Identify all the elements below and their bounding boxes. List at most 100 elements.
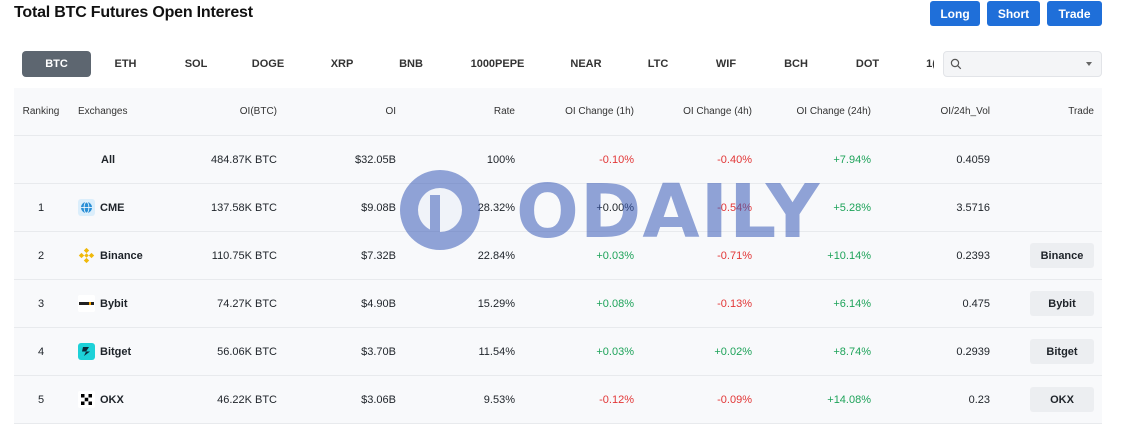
tab-bch[interactable]: BCH xyxy=(784,58,808,70)
exchange-cell: CME xyxy=(78,184,198,231)
oi-btc-cell: 110.75K BTC xyxy=(211,249,277,262)
search-input[interactable] xyxy=(966,55,1076,73)
oi-cell: $4.90B xyxy=(361,297,396,310)
table-row[interactable]: 3 Bybit 74.27K BTC $4.90B 15.29% +0.08% -0.13%… xyxy=(14,280,1102,328)
tab-sol[interactable]: SOL xyxy=(184,58,208,70)
oi-cell: $9.08B xyxy=(361,201,396,214)
oi-cell: $3.70B xyxy=(361,345,396,358)
oi-btc-cell: 74.27K BTC xyxy=(217,297,277,310)
tab-1000pepe[interactable]: 1000PEPE xyxy=(470,58,525,70)
exchange-cell: Bitget xyxy=(78,328,198,375)
column-header-trade[interactable]: Trade xyxy=(1068,106,1094,117)
tab-near[interactable]: NEAR xyxy=(570,58,602,70)
oi-btc-cell: 56.06K BTC xyxy=(217,345,277,358)
ranking-cell xyxy=(14,136,68,183)
tab-btc[interactable]: BTC xyxy=(22,51,91,77)
tab-ltc[interactable]: LTC xyxy=(647,58,669,70)
trade-bitget-button[interactable]: Bitget xyxy=(1030,339,1094,364)
trade-binance-button[interactable]: Binance xyxy=(1030,243,1094,268)
ranking-cell: 2 xyxy=(37,249,45,262)
column-header-oi-change-4h[interactable]: OI Change (4h) xyxy=(683,106,752,117)
trade-bybit-button[interactable]: Bybit xyxy=(1030,291,1094,316)
oi-change-4h-cell: -0.09% xyxy=(717,393,752,406)
oi-24h-vol-cell: 0.2393 xyxy=(956,249,990,262)
column-header-oi-btc[interactable]: OI(BTC) xyxy=(239,106,277,117)
oi-cell: $7.32B xyxy=(361,249,396,262)
column-header-rate[interactable]: Rate xyxy=(493,106,515,117)
column-header-oi[interactable]: OI xyxy=(385,106,396,117)
oi-cell: $32.05B xyxy=(355,153,396,166)
table-row[interactable]: 2 Binance 110.75K BTC $7.32B 22.84% +0.03% -0.… xyxy=(14,232,1102,280)
oi-change-24h-cell: +6.14% xyxy=(833,297,871,310)
column-header-oi-change-24h[interactable]: OI Change (24h) xyxy=(796,106,872,117)
ranking-cell: 5 xyxy=(37,393,45,406)
column-header-exchanges[interactable]: Exchanges xyxy=(78,106,128,117)
exchange-name: CME xyxy=(100,201,125,214)
exchange-cell: Binance xyxy=(78,232,198,279)
table-row[interactable]: All 484.87K BTC $32.05B 100% -0.10% -0.40% +7.… xyxy=(14,136,1102,184)
rate-cell: 15.29% xyxy=(477,297,515,310)
tab-wif[interactable]: WIF xyxy=(715,58,737,70)
table-header: Ranking Exchanges OI(BTC) OI Rate OI Change (… xyxy=(14,88,1102,136)
table-row[interactable]: 1 CME 137.58K BTC $9.08B 28.32% +0.00% -0.54% +… xyxy=(14,184,1102,232)
binance-icon xyxy=(78,247,95,264)
search-box[interactable] xyxy=(943,51,1102,77)
short-button[interactable]: Short xyxy=(987,1,1040,26)
rate-cell: 28.32% xyxy=(477,201,515,214)
column-header-oi-change-1h[interactable]: OI Change (1h) xyxy=(565,106,634,117)
exchange-cell: All xyxy=(78,136,198,183)
long-button[interactable]: Long xyxy=(930,1,980,26)
oi-change-24h-cell: +8.74% xyxy=(833,345,871,358)
exchange-name: All xyxy=(101,153,116,166)
oi-24h-vol-cell: 0.475 xyxy=(962,297,990,310)
ranking-cell: 1 xyxy=(37,201,45,214)
exchange-cell: OKX xyxy=(78,376,198,423)
search-icon xyxy=(950,58,962,70)
oi-btc-cell: 137.58K BTC xyxy=(210,201,277,214)
oi-change-24h-cell: +10.14% xyxy=(827,249,871,262)
tab-dot[interactable]: DOT xyxy=(855,58,880,70)
exchange-name: Bitget xyxy=(100,345,132,358)
table-row[interactable]: 5 OKX 46.22K BTC $3.06B 9.53% -0.12% -0.09% +14… xyxy=(14,376,1102,424)
trade-okx-button[interactable]: OKX xyxy=(1030,387,1094,412)
oi-change-4h-cell: -0.54% xyxy=(717,201,752,214)
trade-button[interactable]: Trade xyxy=(1047,1,1102,26)
oi-cell: $3.06B xyxy=(361,393,396,406)
oi-change-1h-cell: -0.10% xyxy=(599,153,634,166)
oi-change-4h-cell: -0.71% xyxy=(717,249,752,262)
exchange-name: OKX xyxy=(100,393,124,406)
oi-24h-vol-cell: 0.4059 xyxy=(956,153,990,166)
oi-24h-vol-cell: 0.23 xyxy=(968,393,990,406)
oi-change-24h-cell: +14.08% xyxy=(827,393,871,406)
oi-change-1h-cell: +0.08% xyxy=(596,297,634,310)
exchange-name: Bybit xyxy=(100,297,128,310)
oi-change-1h-cell: -0.12% xyxy=(599,393,634,406)
table-row[interactable]: 4 Bitget 56.06K BTC $3.70B 11.54% +0.03% +0.02… xyxy=(14,328,1102,376)
oi-btc-cell: 46.22K BTC xyxy=(217,393,277,406)
rate-cell: 9.53% xyxy=(483,393,515,406)
coin-tabs: BTC ETH SOL DOGE XRP BNB 1000PEPE NEAR LTC WIF BCH… xyxy=(22,51,934,77)
oi-change-1h-cell: +0.00% xyxy=(596,201,634,214)
tab-bnb[interactable]: BNB xyxy=(399,58,423,70)
oi-change-24h-cell: +7.94% xyxy=(833,153,871,166)
oi-change-4h-cell: +0.02% xyxy=(714,345,752,358)
tab-1[interactable]: 1( xyxy=(926,58,934,70)
okx-icon xyxy=(78,391,95,408)
rate-cell: 100% xyxy=(486,153,515,166)
bybit-icon xyxy=(78,295,95,312)
chevron-down-icon[interactable] xyxy=(1086,62,1092,66)
globe-icon xyxy=(78,199,95,216)
exchange-cell: Bybit xyxy=(78,280,198,327)
exchange-name: Binance xyxy=(100,249,143,262)
oi-change-4h-cell: -0.40% xyxy=(717,153,752,166)
oi-change-1h-cell: +0.03% xyxy=(596,345,634,358)
tab-doge[interactable]: DOGE xyxy=(251,58,285,70)
ranking-cell: 4 xyxy=(37,345,45,358)
tab-eth[interactable]: ETH xyxy=(114,58,137,70)
tab-xrp[interactable]: XRP xyxy=(330,58,354,70)
bitget-icon xyxy=(78,343,95,360)
column-header-oi-24h-vol[interactable]: OI/24h_Vol xyxy=(940,106,990,117)
column-header-ranking[interactable]: Ranking xyxy=(22,106,60,117)
ranking-cell: 3 xyxy=(37,297,45,310)
oi-change-24h-cell: +5.28% xyxy=(833,201,871,214)
